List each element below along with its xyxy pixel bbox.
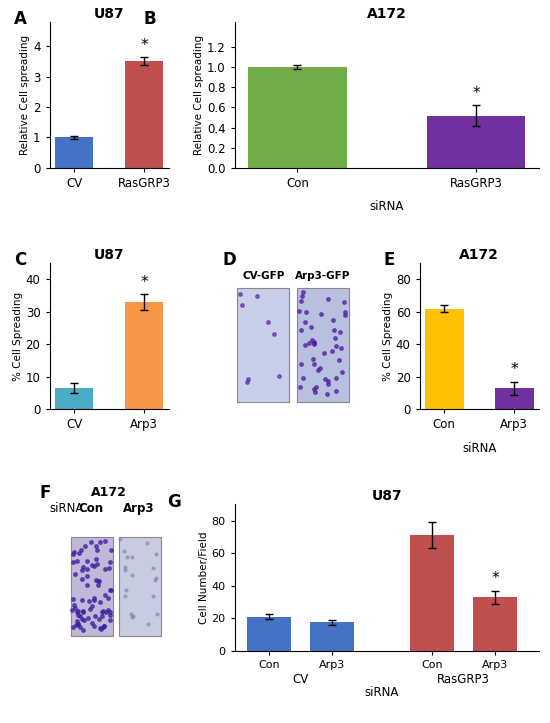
Title: U87: U87 — [94, 248, 124, 262]
Text: CV-GFP: CV-GFP — [242, 271, 284, 281]
Bar — [247, 617, 291, 651]
FancyBboxPatch shape — [71, 536, 113, 636]
Title: U87: U87 — [371, 489, 402, 503]
Bar — [125, 61, 163, 168]
Text: *: * — [472, 86, 480, 101]
Text: siRNA: siRNA — [370, 200, 404, 213]
Y-axis label: Relative Cell spreading: Relative Cell spreading — [194, 35, 204, 155]
Text: CV: CV — [293, 673, 309, 686]
Bar — [125, 302, 163, 409]
Bar — [425, 309, 464, 409]
Y-axis label: % Cell Spreading: % Cell Spreading — [383, 291, 393, 381]
Bar — [427, 116, 525, 168]
Y-axis label: % Cell Spreading: % Cell Spreading — [13, 291, 23, 381]
Text: G: G — [168, 492, 182, 510]
Text: B: B — [143, 10, 156, 28]
Text: siRNA: siRNA — [365, 686, 399, 699]
Y-axis label: Cell Number/Field: Cell Number/Field — [199, 531, 208, 624]
Text: E: E — [384, 252, 395, 270]
Text: RasGRP3: RasGRP3 — [437, 673, 490, 686]
Bar — [249, 67, 346, 168]
Bar — [55, 137, 94, 168]
Title: A172: A172 — [459, 248, 499, 262]
Text: *: * — [140, 38, 148, 53]
Text: Con: Con — [79, 502, 104, 515]
Text: A: A — [14, 10, 26, 28]
Bar — [473, 597, 517, 651]
Text: C: C — [14, 252, 26, 270]
Text: *: * — [491, 571, 499, 586]
Text: A172: A172 — [91, 486, 127, 499]
Bar — [55, 388, 94, 409]
Title: A172: A172 — [367, 7, 406, 20]
FancyBboxPatch shape — [296, 288, 349, 402]
FancyBboxPatch shape — [237, 288, 289, 402]
Bar — [410, 535, 454, 651]
Text: *: * — [140, 275, 148, 289]
Text: *: * — [510, 362, 518, 377]
Bar — [495, 388, 534, 409]
Y-axis label: Relative Cell spreading: Relative Cell spreading — [20, 35, 30, 155]
FancyBboxPatch shape — [119, 536, 161, 636]
Text: Arp3: Arp3 — [123, 502, 155, 515]
Text: F: F — [40, 484, 51, 502]
Text: D: D — [223, 252, 236, 270]
Text: siRNA: siRNA — [50, 502, 84, 515]
Text: Arp3-GFP: Arp3-GFP — [295, 271, 350, 281]
Title: U87: U87 — [94, 7, 124, 20]
Text: siRNA: siRNA — [462, 442, 497, 455]
Bar — [310, 623, 354, 651]
